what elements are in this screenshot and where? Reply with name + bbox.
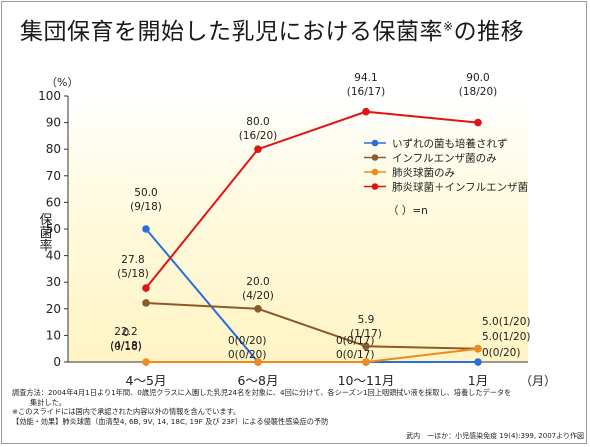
y-tick-label: 20	[46, 302, 61, 316]
data-point-s4-3	[362, 107, 370, 116]
legend-swatch-marker	[371, 183, 379, 190]
data-label-s2-1: (4/18)	[110, 340, 142, 352]
x-tick-label: 4～5月	[126, 373, 167, 388]
x-tick-label: 1月	[468, 373, 488, 388]
data-label-s4-4: 90.0	[466, 72, 489, 84]
data-label-s4-3: 94.1	[354, 72, 377, 84]
y-axis-label: 保菌率	[37, 213, 53, 252]
legend-label-2: インフルエンザ菌のみ	[392, 153, 497, 165]
footer-disclaimer: ※このスライドには国内で承認された内容以外の情報を含んでいます。	[12, 407, 241, 417]
y-tick-label: 10	[46, 328, 61, 342]
data-point-s4-1	[142, 284, 150, 292]
y-tick-label: 70	[46, 169, 61, 183]
data-label-s2-2: 20.0	[246, 276, 269, 288]
legend-swatch-marker	[371, 168, 379, 176]
data-label-s4-3: (16/17)	[347, 86, 385, 98]
legend-swatch-marker	[371, 139, 379, 147]
data-label-s2-1: 22.2	[114, 326, 137, 338]
data-point-s1-1	[142, 225, 150, 233]
legend-label-4: 肺炎球菌＋インフルエンザ菌	[392, 181, 528, 194]
data-point-s2-2	[254, 305, 262, 313]
data-label-s1-1: (9/18)	[130, 201, 162, 213]
legend-label-3: 肺炎球菌のみ	[392, 166, 455, 179]
data-point-s1-4	[474, 358, 482, 366]
footer-indication: 【効能・効果】肺炎球菌（血清型4, 6B, 9V, 14, 18C, 19F 及…	[12, 416, 329, 426]
slide-title: 集団保育を開始した乳児における保菌率※の推移	[20, 12, 580, 46]
data-label-s4-2: 80.0	[246, 116, 269, 128]
data-label-s3-1: 0	[123, 327, 130, 339]
data-label-s1-4: 0(0/20)	[482, 347, 520, 359]
y-tick-label: 80	[46, 142, 61, 156]
data-label-s3-1: (0/18)	[110, 341, 142, 353]
y-tick-label: 50	[46, 222, 61, 236]
x-tick-label: 10～11月	[338, 373, 395, 388]
x-unit-label: （月）	[520, 374, 556, 388]
data-label-s4-4: (18/20)	[459, 86, 497, 98]
y-unit-label: （%）	[46, 76, 78, 89]
data-label-s3-2: 0(0/20)	[228, 349, 266, 361]
legend-swatch-marker	[371, 154, 379, 161]
data-label-s1-1: 50.0	[134, 187, 157, 199]
x-tick-label: 6～8月	[238, 373, 279, 388]
y-tick-label: 100	[38, 89, 61, 103]
title-main: 集団保育を開始した乳児における保菌率	[20, 19, 443, 45]
data-label-s3-3: 0(0/17)	[336, 349, 374, 361]
footer-method: 調査方法：2004年4月1日より1年間、0歳児クラスに入園した乳児24名を対象に…	[12, 388, 512, 397]
legend-note: （ ）=n	[388, 205, 428, 217]
y-tick-label: 90	[46, 116, 61, 130]
data-label-s1-2: 0(0/20)	[228, 335, 266, 347]
data-point-s3-3	[362, 358, 370, 366]
data-label-s2-4: 5.0(1/20)	[482, 316, 530, 328]
title-mark: ※	[443, 19, 454, 34]
data-label-s3-4: 5.0(1/20)	[482, 331, 530, 343]
data-point-s4-4	[474, 118, 482, 127]
legend-label-1: いずれの菌も培養されず	[392, 137, 508, 150]
data-point-s4-2	[254, 145, 262, 153]
footer-method-cont: 集計した。	[30, 397, 66, 407]
series-line-2	[145, 301, 479, 350]
data-point-s2-3	[362, 342, 370, 351]
data-label-s2-3: 5.9	[358, 314, 375, 326]
citation: 武内 一ほか：小児感染免疫 19(4):399, 2007より作図	[406, 432, 584, 440]
series-line-3	[146, 347, 479, 363]
data-point-s2-1	[142, 299, 150, 307]
series-line-4	[145, 110, 479, 289]
y-tick-label: 60	[46, 195, 61, 209]
footer-notes: 調査方法：2004年4月1日より1年間、0歳児クラスに入園した乳児24名を対象に…	[12, 388, 584, 426]
y-tick-label: 0	[53, 355, 61, 369]
y-tick-label: 30	[46, 275, 61, 289]
title-suffix: の推移	[453, 19, 525, 45]
data-point-s3-2	[254, 358, 262, 366]
y-tick-label: 40	[46, 249, 61, 263]
data-label-s4-1: (5/18)	[117, 268, 149, 280]
data-label-s1-3: 0(0/17)	[336, 335, 374, 347]
data-point-s3-4	[474, 344, 482, 353]
data-label-s2-2: (4/20)	[242, 290, 274, 302]
data-label-s4-2: (16/20)	[239, 130, 277, 142]
data-label-s2-3: (1/17)	[350, 328, 382, 340]
data-point-s3-1	[142, 358, 150, 366]
data-label-s4-1: 27.8	[121, 254, 144, 266]
